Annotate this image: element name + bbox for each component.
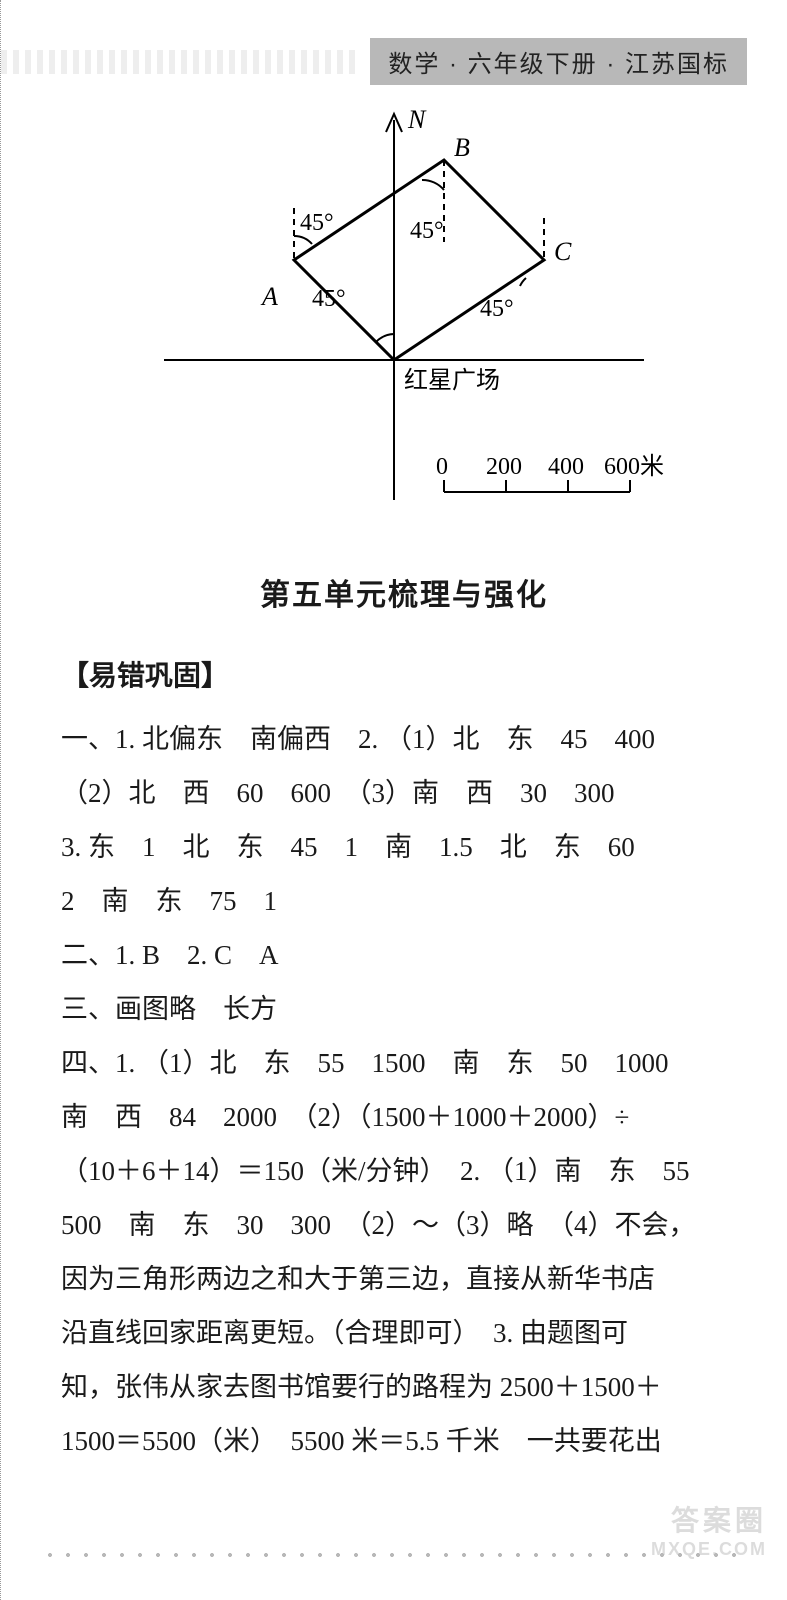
label-C: C bbox=[554, 237, 572, 266]
ans-line: 南 西 84 2000 （2）（1500＋1000＋2000）÷ bbox=[61, 1090, 747, 1144]
watermark-line2: MXQE.COM bbox=[651, 1539, 767, 1560]
subhead: 【易错巩固】 bbox=[61, 654, 747, 694]
arc-A-top bbox=[294, 236, 312, 244]
north-label: N bbox=[407, 105, 427, 134]
answers-body: 一、1. 北偏东 南偏西 2. （1）北 东 45 400 （2）北 西 60 … bbox=[61, 712, 747, 1468]
angle-A-bot: 45° bbox=[312, 286, 346, 312]
section-title: 第五单元梳理与强化 bbox=[61, 570, 747, 614]
geometry-diagram: N 红星广场 A B C 45° 45° 45° 45° bbox=[144, 100, 664, 540]
scale-label-2: 400 bbox=[548, 454, 584, 480]
square-ABCO bbox=[294, 160, 544, 360]
ans-line: 一、1. 北偏东 南偏西 2. （1）北 东 45 400 bbox=[61, 712, 747, 766]
arc-B bbox=[422, 180, 444, 190]
ans-line: 四、1. （1）北 东 55 1500 南 东 50 1000 bbox=[61, 1036, 747, 1090]
scale-label-0: 0 bbox=[436, 454, 448, 480]
ans-line: 三、画图略 长方 bbox=[61, 982, 747, 1036]
header-title: 数学 · 六年级下册 · 江苏国标 bbox=[370, 38, 747, 85]
page: 数学 · 六年级下册 · 江苏国标 N 红星广场 A B C bbox=[0, 0, 787, 1600]
label-B: B bbox=[454, 133, 470, 162]
footer-dots-deco bbox=[41, 1546, 747, 1570]
origin-label: 红星广场 bbox=[404, 367, 500, 394]
ans-line: 500 南 东 30 300 （2）～（3）略 （4）不会， bbox=[61, 1198, 747, 1252]
angle-A-top: 45° bbox=[300, 210, 334, 236]
ans-line: 1500＝5500（米） 5500 米＝5.5 千米 一共要花出 bbox=[61, 1414, 747, 1468]
figure-wrap: N 红星广场 A B C 45° 45° 45° 45° bbox=[61, 100, 747, 540]
label-A: A bbox=[260, 282, 278, 311]
arc-origin bbox=[376, 334, 394, 342]
header-band: 数学 · 六年级下册 · 江苏国标 bbox=[61, 30, 747, 80]
ans-line: 因为三角形两边之和大于第三边，直接从新华书店 bbox=[61, 1252, 747, 1306]
scale-label-3: 600米 bbox=[604, 453, 664, 480]
ans-line: 知，张伟从家去图书馆要行的路程为 2500＋1500＋ bbox=[61, 1360, 747, 1414]
scale-label-1: 200 bbox=[486, 454, 522, 480]
header-dash-deco bbox=[1, 50, 361, 74]
angle-C-bot: 45° bbox=[480, 296, 514, 322]
ans-line: 3. 东 1 北 东 45 1 南 1.5 北 东 60 bbox=[61, 820, 747, 874]
watermark-line1: 答案圈 bbox=[651, 1499, 767, 1539]
arc-C-bot bbox=[520, 278, 526, 286]
ans-line: 二、1. B 2. C A bbox=[61, 928, 747, 982]
ans-line: （10＋6＋14）＝150（米/分钟） 2. （1）南 东 55 bbox=[61, 1144, 747, 1198]
watermark: 答案圈 MXQE.COM bbox=[651, 1499, 767, 1560]
ans-line: （2）北 西 60 600 （3）南 西 30 300 bbox=[61, 766, 747, 820]
angle-B: 45° bbox=[410, 218, 444, 244]
ans-line: 2 南 东 75 1 bbox=[61, 874, 747, 928]
ans-line: 沿直线回家距离更短。（合理即可） 3. 由题图可 bbox=[61, 1306, 747, 1360]
